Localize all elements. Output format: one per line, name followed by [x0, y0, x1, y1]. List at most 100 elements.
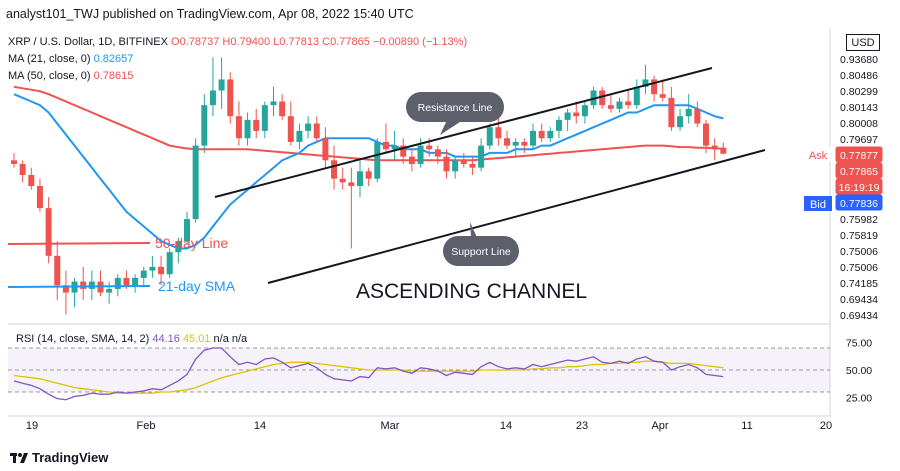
price-tag: 0.80299	[835, 82, 883, 99]
support-callout-bubble	[443, 236, 519, 266]
candle-body	[530, 130, 536, 146]
candle-body	[88, 281, 95, 289]
candles	[11, 57, 727, 315]
candle-body	[469, 163, 476, 168]
price-tag: 0.75006	[835, 258, 883, 275]
candle-body	[166, 252, 173, 275]
candle	[443, 149, 450, 179]
bid-bg	[804, 196, 832, 211]
price-tag: 0.79697	[835, 130, 883, 147]
candle	[711, 138, 718, 161]
brand-label: TradingView	[32, 450, 109, 465]
candle-body	[270, 101, 277, 106]
ma50-legend-label: MA (50, close, 0)	[8, 70, 91, 82]
candle	[677, 108, 684, 131]
resistance-callout-text: Resistance Line	[418, 102, 493, 114]
ask-bg	[804, 147, 832, 162]
price-tag: 0.69434	[835, 290, 883, 307]
candle	[296, 123, 303, 150]
candle	[348, 167, 355, 249]
time-tick-label: 23	[576, 420, 588, 432]
support-callout-text: Support Line	[451, 246, 511, 258]
candle	[54, 241, 61, 300]
candle-body	[703, 123, 709, 146]
candle-body	[175, 241, 182, 253]
price-tag-bg	[835, 146, 883, 163]
candle	[581, 101, 588, 124]
price-tag: 0.77877	[835, 146, 883, 163]
symbol-label: XRP / U.S. Dollar, 1D, BITFINEX	[8, 36, 168, 48]
candle	[253, 108, 260, 139]
candle-body	[218, 79, 225, 91]
candle	[625, 90, 632, 109]
candle	[530, 123, 536, 150]
candle-body	[36, 186, 43, 209]
candle-body	[114, 277, 121, 289]
candle-body	[158, 266, 165, 275]
candle-body	[209, 90, 216, 106]
ask-text: Ask	[809, 150, 828, 162]
price-tag-bg	[835, 162, 883, 179]
candle	[339, 167, 346, 190]
candle	[149, 255, 156, 278]
candle-body	[365, 171, 372, 179]
candle	[512, 138, 519, 157]
price-tag-text: 0.80299	[840, 86, 878, 98]
candle-body	[434, 149, 441, 157]
ma21-legend-label: MA (21, close, 0)	[8, 53, 91, 65]
candle	[106, 281, 113, 304]
candle-body	[261, 105, 268, 131]
candle-body	[235, 116, 242, 139]
candle-body	[382, 141, 389, 150]
candle	[703, 119, 709, 153]
candle-body	[123, 277, 130, 286]
candle	[80, 266, 87, 300]
candle-body	[426, 145, 433, 150]
rsi-panel	[8, 347, 830, 401]
candle	[434, 145, 441, 164]
candle-body	[28, 175, 35, 187]
price-tag: 0.80486	[835, 66, 883, 83]
price-tag-bg	[835, 210, 883, 227]
candle	[244, 112, 251, 146]
candle	[357, 160, 363, 198]
price-tag-text: 0.77865	[840, 166, 878, 178]
candle	[374, 138, 381, 183]
candle-body	[400, 145, 407, 157]
candle-body	[668, 97, 675, 128]
candle	[685, 94, 692, 124]
time-tick-label: Apr	[651, 420, 668, 432]
price-tag-text: 0.79697	[840, 134, 878, 146]
candle	[538, 123, 545, 142]
candle-body	[538, 130, 545, 139]
candle	[668, 86, 675, 131]
candle	[382, 123, 389, 153]
candle-body	[227, 79, 234, 117]
price-tag: 0.74185	[835, 274, 883, 291]
candle-body	[54, 255, 61, 286]
price-tag-text: 0.80008	[840, 118, 878, 130]
candle-body	[521, 141, 528, 146]
candle-body	[486, 127, 493, 146]
tradingview-logo-icon	[10, 453, 28, 463]
candle-body	[106, 288, 113, 293]
currency-button[interactable]: USD	[846, 34, 880, 51]
price-tag-text: 16:19:19	[839, 182, 880, 194]
candle	[184, 211, 190, 245]
price-tag-text: 0.77836	[840, 198, 878, 210]
support-line	[267, 149, 766, 284]
candle-body	[287, 116, 294, 142]
candle	[305, 116, 312, 139]
candle	[694, 101, 701, 128]
price-tag-text: 0.75006	[840, 262, 878, 274]
grid-lines	[8, 28, 831, 417]
candle-body	[184, 219, 190, 242]
support-callout: Support Line	[443, 222, 519, 266]
candle-body	[616, 101, 623, 109]
open-value: O0.78737	[171, 36, 220, 48]
candle-body	[694, 108, 701, 124]
candle	[218, 57, 225, 109]
resistance-line	[214, 67, 713, 198]
candle-body	[564, 112, 571, 120]
